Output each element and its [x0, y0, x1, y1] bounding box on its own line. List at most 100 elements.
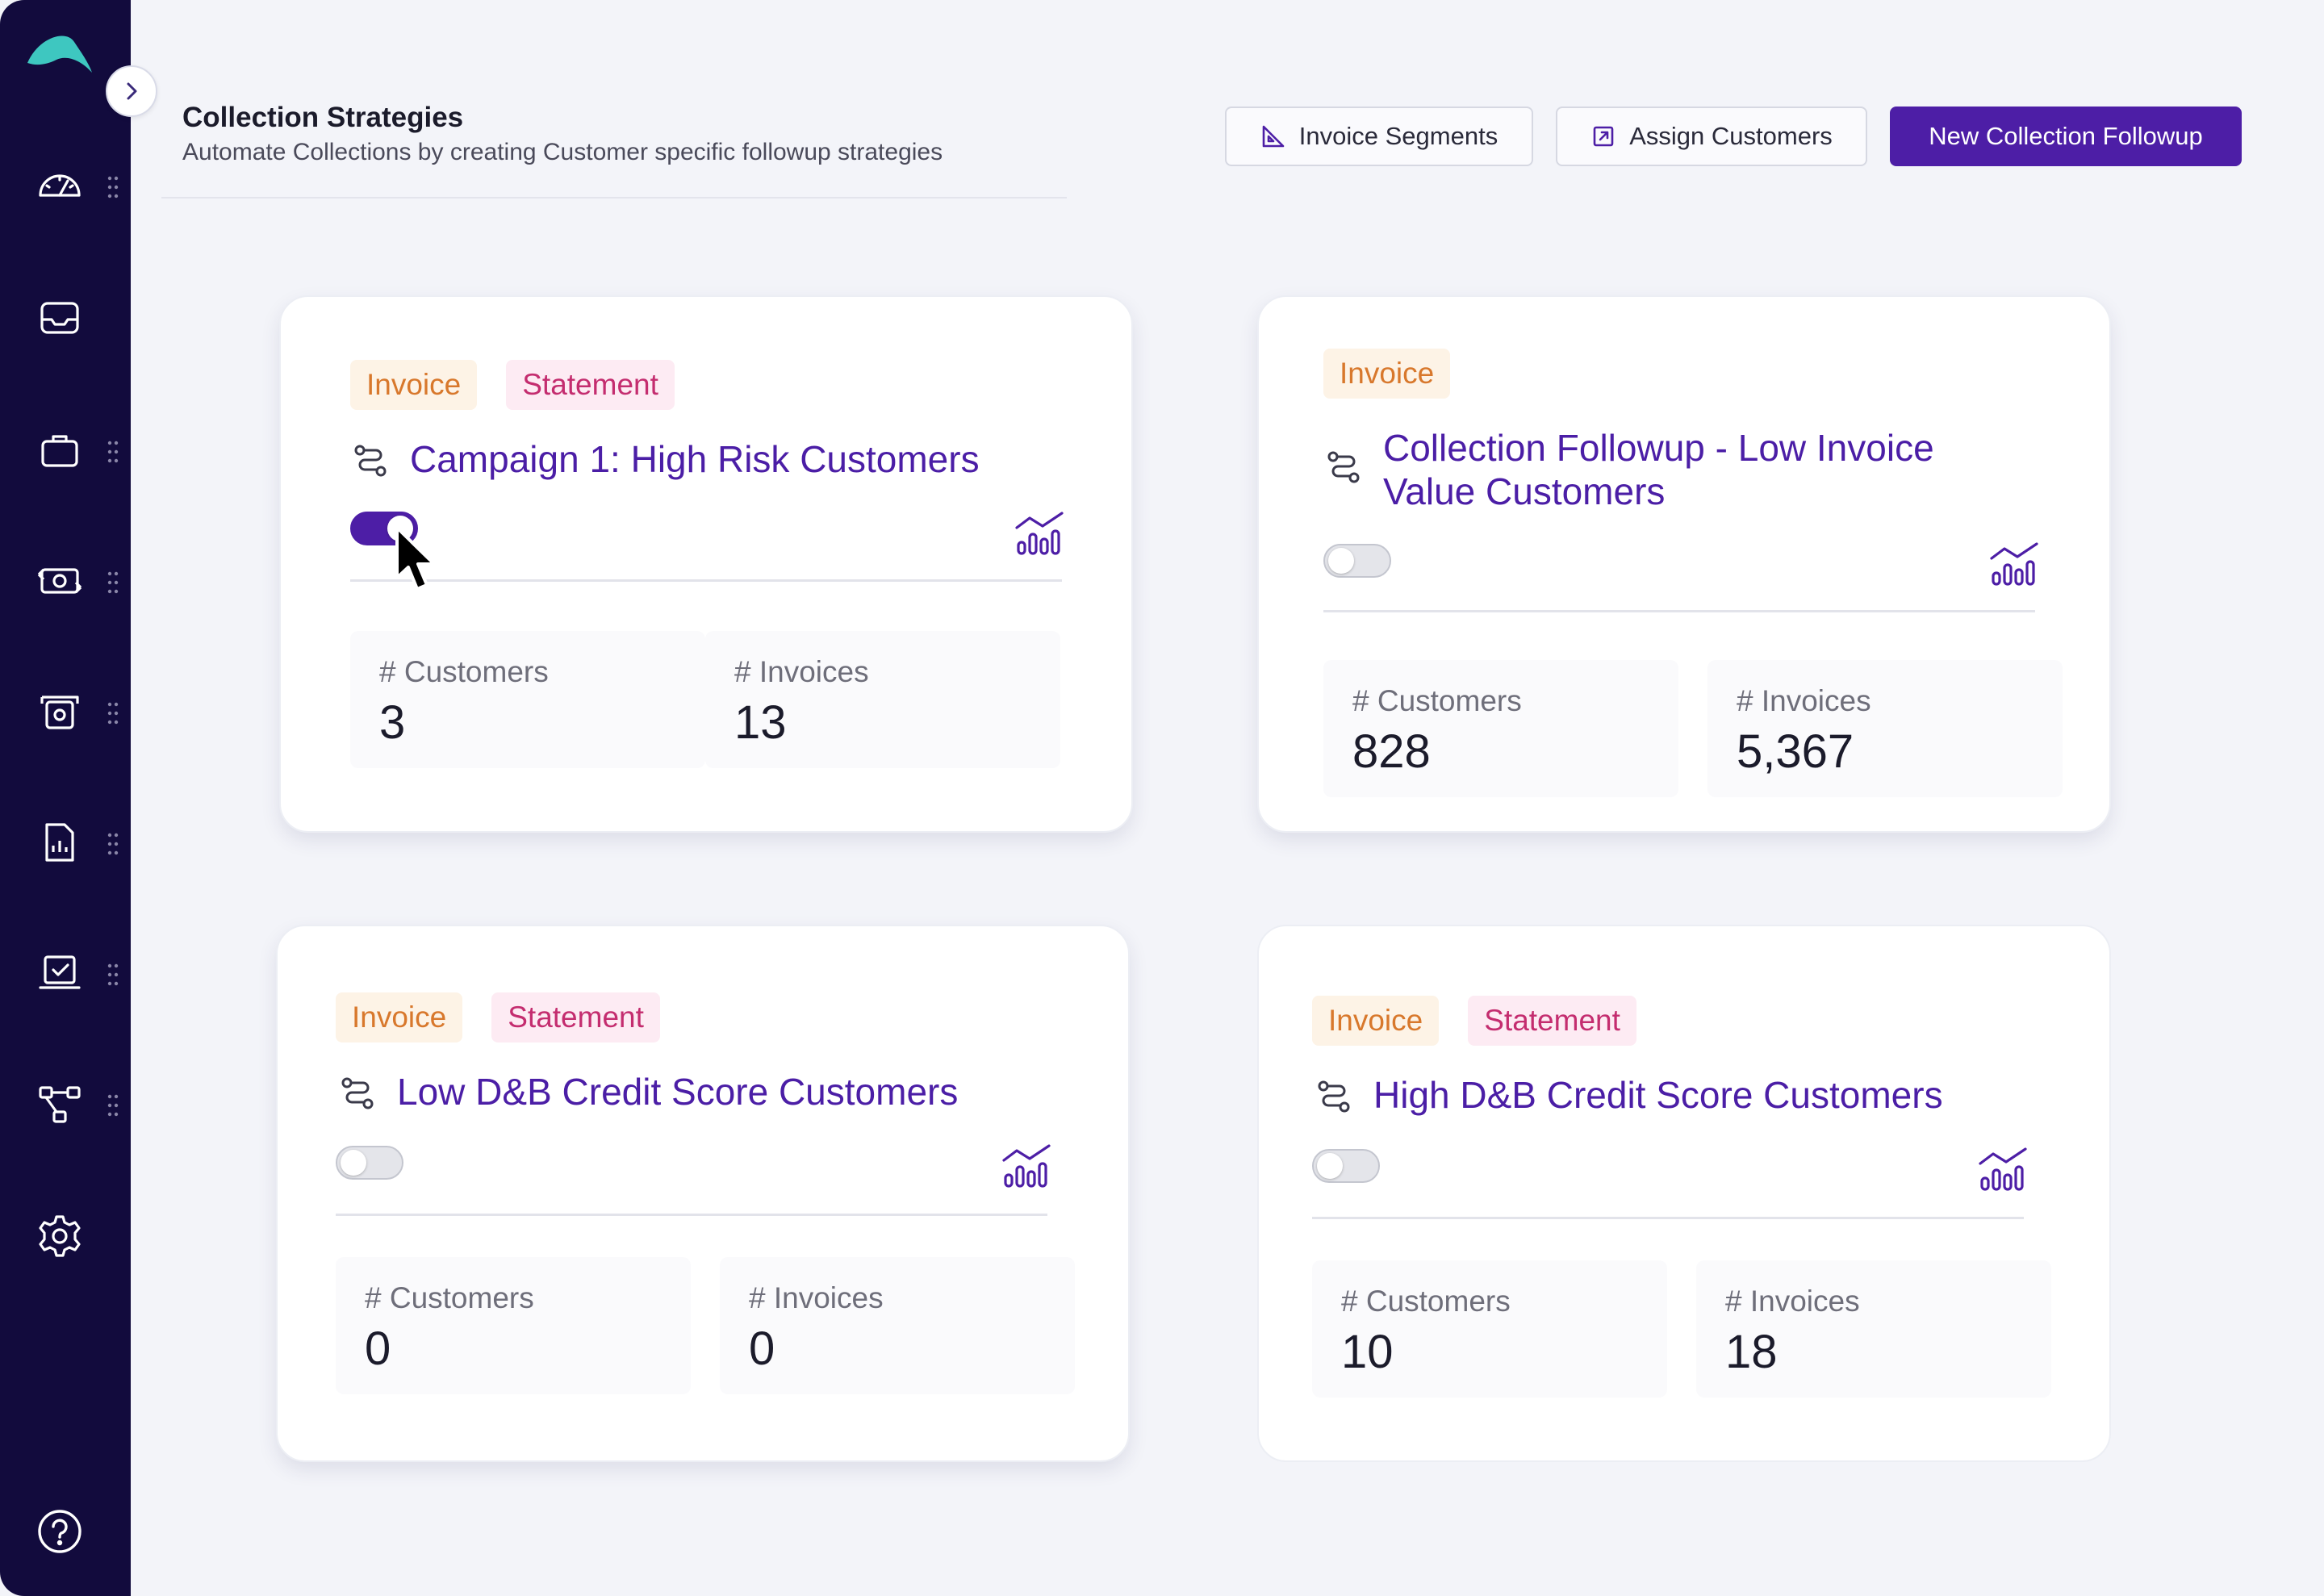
assign-customers-button[interactable]: Assign Customers: [1556, 107, 1867, 166]
workflow-icon: [39, 1086, 81, 1123]
new-collection-followup-button[interactable]: New Collection Followup: [1890, 107, 2242, 166]
tag-invoice: Invoice: [1312, 996, 1440, 1046]
tag-invoice: Invoice: [1323, 349, 1451, 399]
invoices-count: 0: [749, 1322, 775, 1375]
drag-handle-icon[interactable]: [107, 570, 119, 595]
briefcase-icon: [41, 435, 78, 467]
invoices-stat: # Invoices 0: [720, 1257, 1075, 1394]
assign-customers-label: Assign Customers: [1629, 122, 1833, 150]
customers-stat: # Customers 3: [350, 631, 705, 768]
drag-handle-icon[interactable]: [107, 175, 119, 199]
route-icon: [354, 445, 387, 477]
nav-help[interactable]: [31, 1502, 89, 1560]
invoices-label: # Invoices: [734, 655, 869, 688]
customers-count: 3: [379, 696, 406, 749]
page-subtitle: Automate Collections by creating Custome…: [182, 139, 943, 165]
drag-handle-icon[interactable]: [107, 701, 119, 725]
nav-cash[interactable]: [31, 683, 89, 741]
nav-dashboard[interactable]: [31, 157, 89, 215]
nav-portfolio[interactable]: [31, 421, 89, 479]
invoices-count: 5,367: [1737, 725, 1854, 778]
toggle-knob: [341, 1150, 366, 1176]
report-icon: [45, 823, 74, 862]
card-title[interactable]: Collection Followup - Low Invoice Value …: [1383, 426, 1934, 513]
customers-label: # Customers: [379, 655, 549, 688]
card-title-row: Low D&B Credit Score Customers: [341, 1070, 958, 1113]
drag-handle-icon[interactable]: [107, 963, 119, 987]
card-tags: Invoice Statement: [350, 360, 675, 410]
help-icon: [38, 1510, 82, 1553]
card-title-row: Collection Followup - Low Invoice Value …: [1327, 426, 1934, 513]
strategy-card[interactable]: Invoice Collection Followup - Low Invoic…: [1257, 295, 2111, 833]
customers-label: # Customers: [1341, 1285, 1511, 1318]
strategy-toggle[interactable]: [336, 1146, 403, 1180]
card-divider: [350, 579, 1062, 582]
customers-label: # Customers: [365, 1281, 534, 1314]
invoices-count: 18: [1725, 1326, 1778, 1378]
strategy-toggle[interactable]: [1312, 1149, 1380, 1183]
strategy-card[interactable]: Invoice Statement High D&B Credit Score …: [1257, 925, 2111, 1462]
strategy-card[interactable]: Invoice Statement Campaign 1: High Risk …: [279, 295, 1133, 833]
card-title-row: Campaign 1: High Risk Customers: [353, 437, 980, 481]
nav-payments[interactable]: [31, 552, 89, 610]
drag-handle-icon[interactable]: [107, 832, 119, 856]
toggle-knob: [1317, 1153, 1343, 1179]
card-tags: Invoice Statement: [336, 992, 660, 1042]
header-divider: [161, 197, 1067, 198]
inbox-icon: [40, 302, 79, 334]
external-link-icon: [1593, 126, 1614, 147]
card-title-row: High D&B Credit Score Customers: [1317, 1073, 1943, 1117]
customers-label: # Customers: [1352, 684, 1522, 717]
analytics-chart-icon[interactable]: [1988, 541, 2042, 587]
invoices-stat: # Invoices 18: [1696, 1260, 2051, 1398]
analytics-chart-icon[interactable]: [1977, 1146, 2030, 1193]
invoices-label: # Invoices: [1737, 684, 1871, 717]
app-logo-icon[interactable]: [24, 27, 94, 76]
approvals-icon: [39, 955, 81, 989]
nav-inbox[interactable]: [31, 289, 89, 347]
settings-gear-icon: [39, 1215, 81, 1257]
toggle-knob: [1328, 548, 1354, 574]
card-tags: Invoice Statement: [1312, 996, 1636, 1046]
page-title: Collection Strategies: [182, 102, 464, 133]
drag-handle-icon[interactable]: [107, 440, 119, 464]
drag-handle-icon[interactable]: [107, 1093, 119, 1118]
nav-approvals[interactable]: [31, 944, 89, 1002]
invoice-segments-label: Invoice Segments: [1298, 122, 1498, 150]
card-title-line: Value Customers: [1383, 470, 1666, 512]
nav-settings[interactable]: [31, 1207, 89, 1265]
nav-reports[interactable]: [31, 813, 89, 871]
strategy-toggle[interactable]: [1323, 544, 1391, 578]
tag-invoice: Invoice: [336, 992, 463, 1042]
invoice-segments-button[interactable]: Invoice Segments: [1225, 107, 1533, 166]
invoices-stat: # Invoices 5,367: [1707, 660, 2063, 797]
analytics-chart-icon[interactable]: [1014, 510, 1067, 557]
invoices-label: # Invoices: [749, 1281, 884, 1314]
card-title[interactable]: Low D&B Credit Score Customers: [397, 1071, 959, 1113]
route-icon: [1318, 1080, 1350, 1113]
customers-count: 0: [365, 1322, 391, 1375]
card-title-line: Collection Followup - Low Invoice: [1383, 427, 1934, 469]
dashboard-gauge-icon: [39, 174, 81, 197]
card-title[interactable]: High D&B Credit Score Customers: [1373, 1074, 1943, 1116]
chevron-right-icon: [127, 82, 137, 100]
customers-count: 10: [1341, 1326, 1394, 1378]
strategy-card[interactable]: Invoice Statement Low D&B Credit Score C…: [276, 925, 1130, 1462]
invoices-label: # Invoices: [1725, 1285, 1860, 1318]
nav-workflows[interactable]: [31, 1075, 89, 1133]
customers-count: 828: [1352, 725, 1431, 778]
card-title[interactable]: Campaign 1: High Risk Customers: [410, 438, 980, 480]
analytics-chart-icon[interactable]: [1001, 1143, 1054, 1189]
customers-stat: # Customers 10: [1312, 1260, 1667, 1398]
tag-statement: Statement: [1468, 996, 1636, 1046]
route-icon: [341, 1077, 374, 1109]
sidebar-expand-button[interactable]: [106, 65, 157, 117]
sidebar: [0, 0, 131, 1596]
payments-icon: [37, 568, 82, 594]
card-divider: [1323, 610, 2035, 612]
route-icon: [1327, 451, 1360, 483]
customers-stat: # Customers 0: [336, 1257, 691, 1394]
tag-statement: Statement: [506, 360, 675, 410]
new-collection-followup-label: New Collection Followup: [1929, 122, 2203, 150]
invoices-stat: # Invoices 13: [705, 631, 1060, 768]
